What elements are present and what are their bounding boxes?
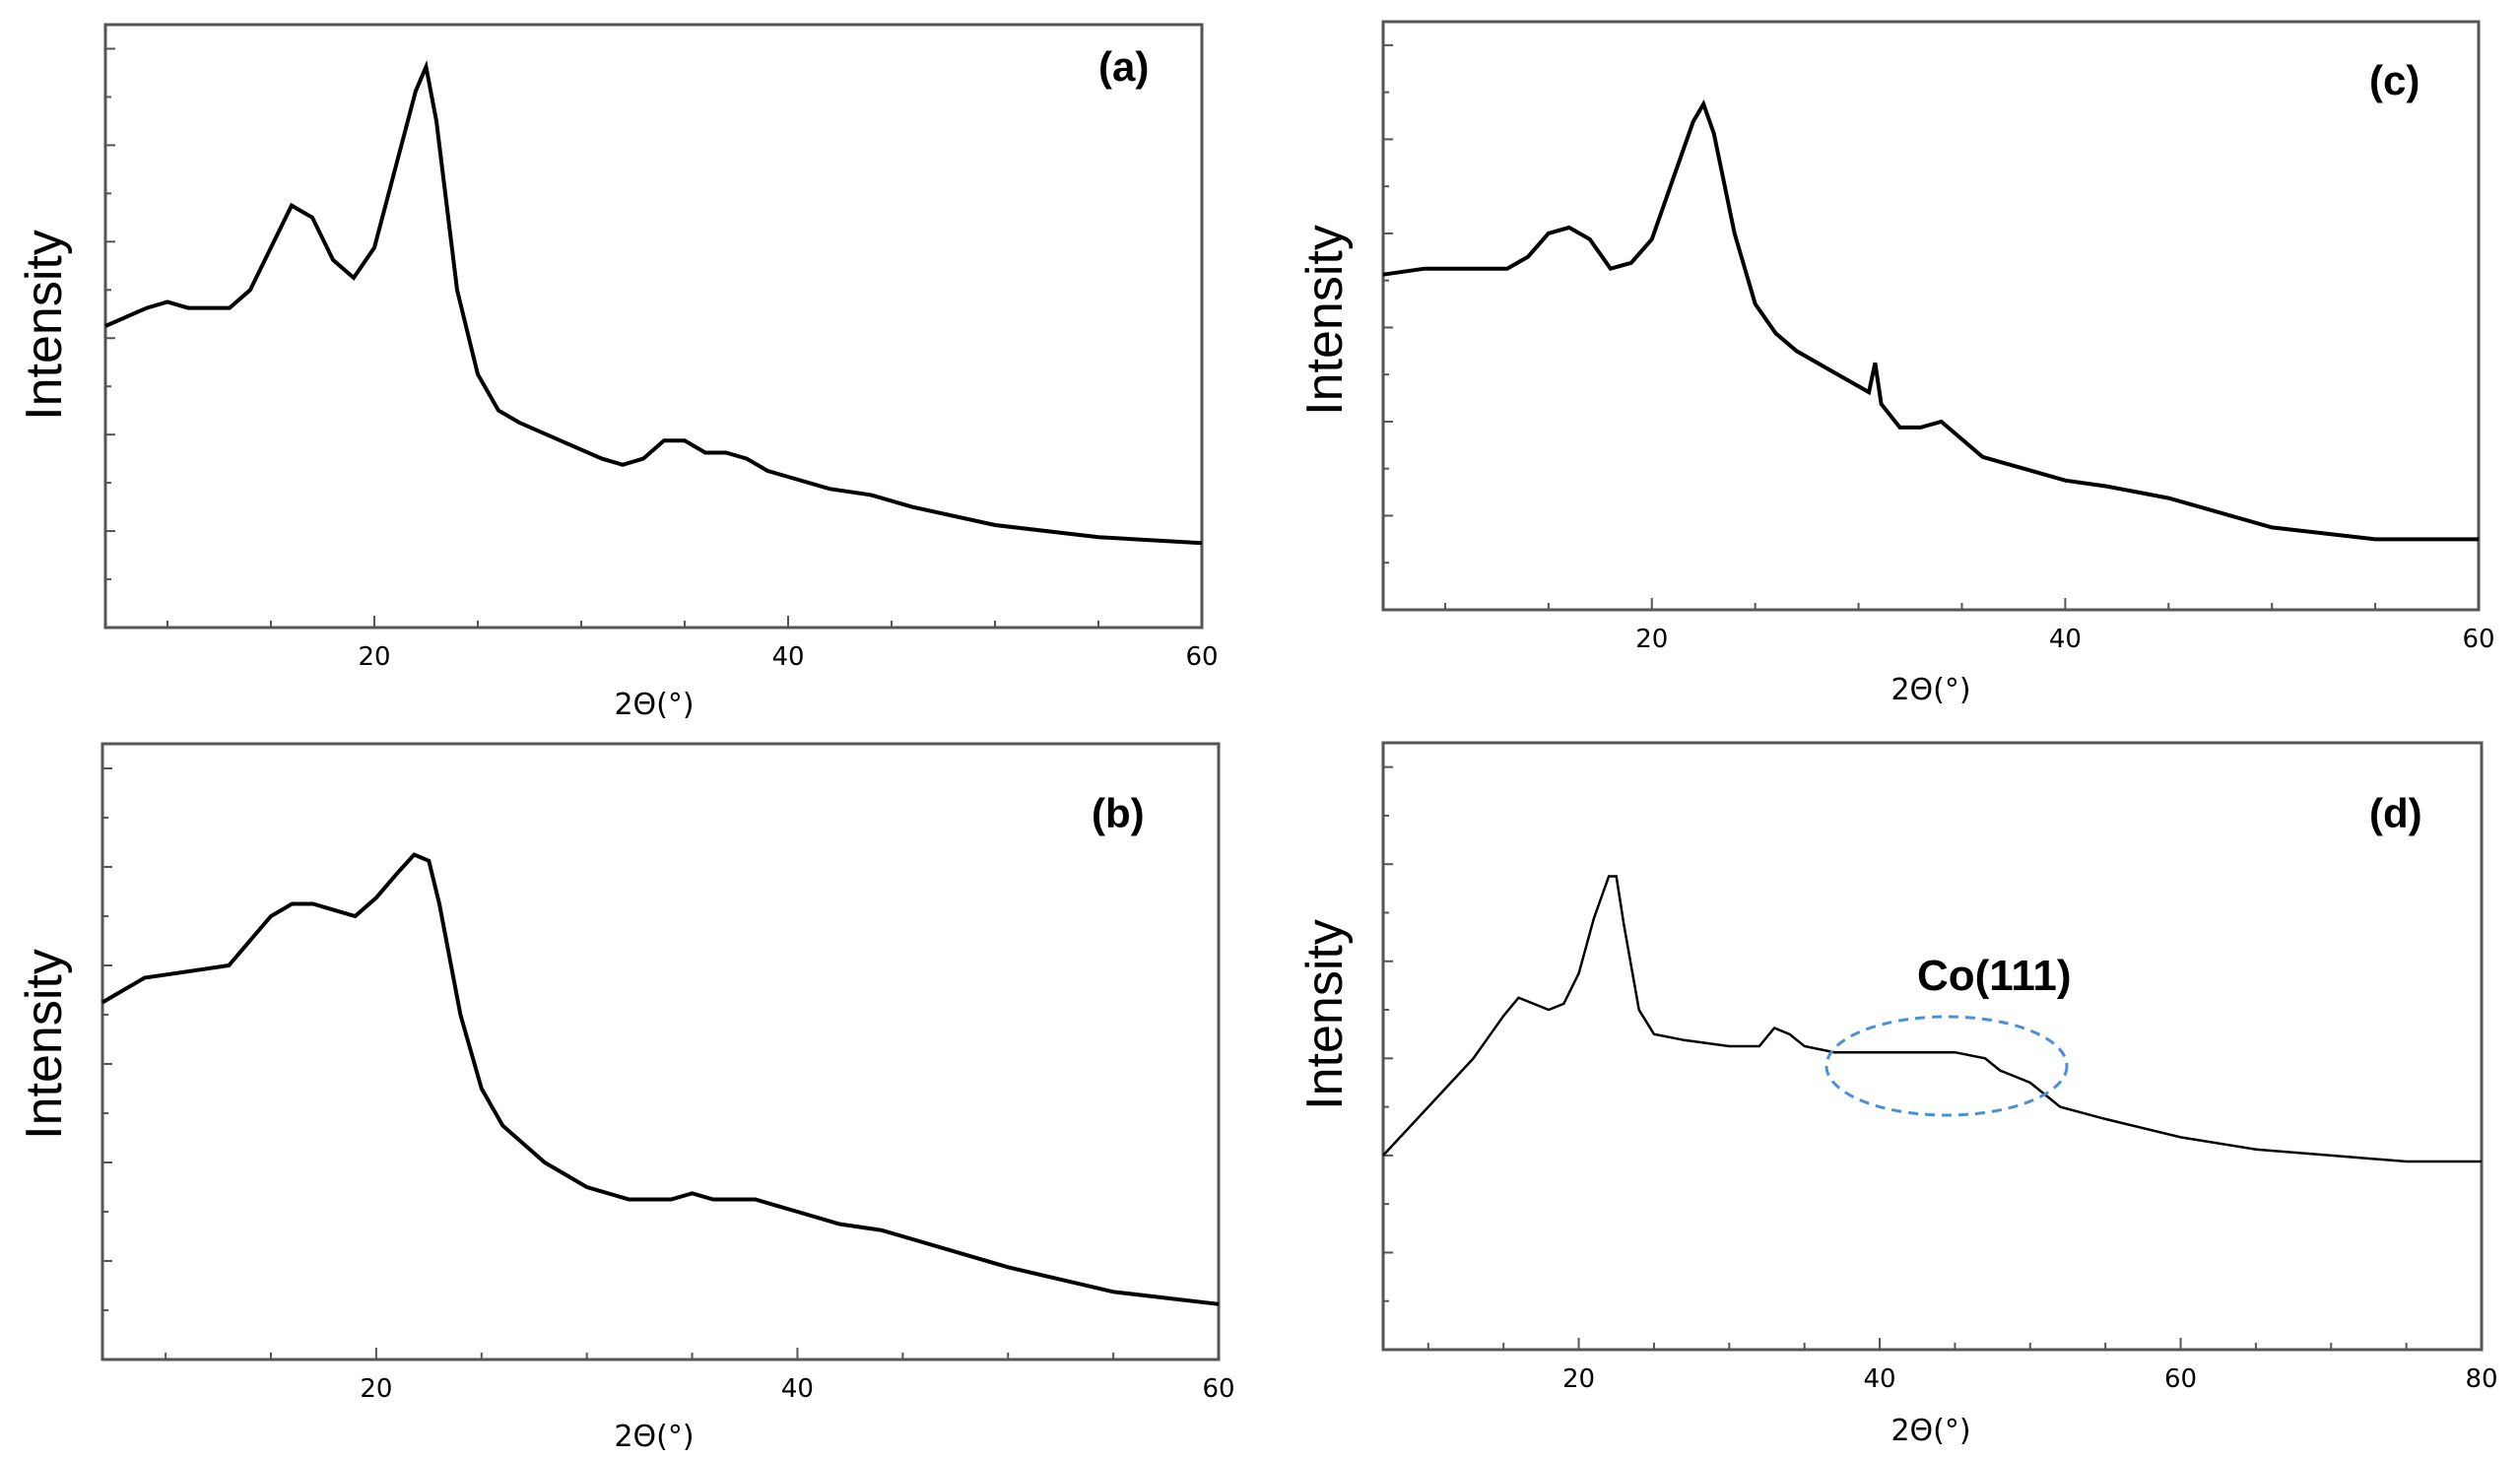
y-axis-label-b: Intensity [16, 949, 73, 1140]
x-axis-label-c: 2Θ(°) [1890, 673, 1970, 707]
x-tick-label-a-40: 40 [771, 642, 804, 672]
x-tick-label-a-60: 60 [1185, 642, 1218, 672]
x-tick-label-d-80: 80 [2465, 1364, 2497, 1394]
ticks-b: 20 40 60 [102, 767, 1235, 1404]
y-axis-label-d: Intensity [1296, 919, 1354, 1110]
co111-annotation: Co(111) [1917, 952, 2072, 1000]
x-tick-label-c-20: 20 [1635, 625, 1668, 654]
panel-a: 20 40 60 (a) Intensity 2Θ(°) [16, 23, 1219, 722]
x-tick-label-d-20: 20 [1562, 1364, 1595, 1394]
co111-highlight-ellipse [1824, 1015, 2069, 1117]
panel-c: 20 40 60 (c) Intensity 2Θ(°) [1296, 20, 2495, 707]
x-axis-label-d: 2Θ(°) [1890, 1414, 1970, 1448]
x-tick-label-d-60: 60 [2164, 1364, 2197, 1394]
data-line-a [104, 59, 1203, 546]
panel-label-c: (c) [2369, 57, 2420, 103]
plot-frame-b [100, 742, 1221, 1361]
panel-label-b: (b) [1092, 790, 1145, 836]
ticks-d: 20 40 60 80 [1383, 765, 2498, 1394]
y-axis-label-c: Intensity [1296, 225, 1354, 416]
x-tick-label-c-40: 40 [2049, 625, 2082, 654]
data-line-b [100, 852, 1220, 1306]
x-tick-label-c-60: 60 [2462, 625, 2494, 654]
plot-frame-d [1381, 741, 2484, 1352]
x-tick-label-d-40: 40 [1863, 1364, 1895, 1394]
ticks-c: 20 40 60 [1383, 43, 2495, 654]
x-tick-label-b-40: 40 [781, 1374, 814, 1404]
y-axis-label-a: Intensity [16, 230, 73, 421]
plot-frame-a [103, 23, 1204, 630]
x-tick-label-b-60: 60 [1202, 1374, 1234, 1404]
plot-frame-c [1381, 20, 2481, 612]
panel-d: 20 40 60 80 Co(111) (d) Intensity 2Θ(°) [1296, 741, 2498, 1448]
ticks-a: 20 40 60 [105, 47, 1219, 672]
data-line-d [1382, 875, 2482, 1163]
x-tick-label-a-20: 20 [358, 642, 390, 672]
data-line-c [1382, 99, 2479, 542]
x-axis-label-a: 2Θ(°) [614, 688, 694, 722]
panel-b: 20 40 60 (b) Intensity 2Θ(°) [16, 742, 1235, 1454]
x-axis-label-b: 2Θ(°) [614, 1420, 694, 1454]
x-tick-label-b-20: 20 [360, 1374, 392, 1404]
panel-label-d: (d) [2369, 790, 2422, 836]
panel-label-a: (a) [1098, 43, 1149, 90]
